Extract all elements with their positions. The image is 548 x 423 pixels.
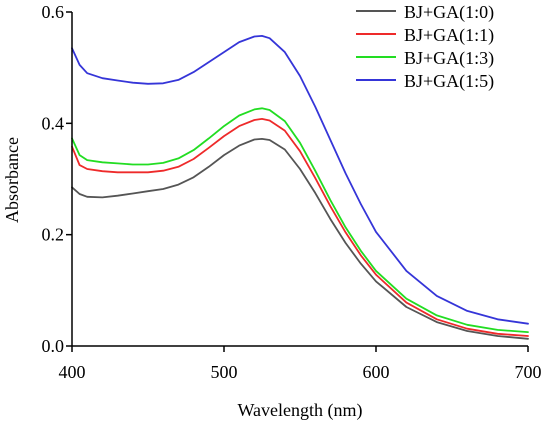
x-tick-label: 400 <box>59 362 86 382</box>
x-tick-label: 700 <box>515 362 542 382</box>
series-line-3 <box>71 107 529 333</box>
legend-label-4: BJ+GA(1:5) <box>404 71 494 92</box>
y-axis-title: Absorbance <box>2 137 22 223</box>
series-layer <box>71 35 529 340</box>
x-axis-title: Wavelength (nm) <box>237 400 362 421</box>
axes-layer: 400 500 600 700 0.0 0.2 0.4 0.6 <box>42 2 542 382</box>
legend: BJ+GA(1:0)BJ+GA(1:1)BJ+GA(1:3)BJ+GA(1:5) <box>356 2 494 92</box>
y-tick-label: 0.2 <box>42 225 65 245</box>
legend-label-2: BJ+GA(1:1) <box>404 25 494 46</box>
y-tick-label: 0.4 <box>42 113 65 133</box>
legend-label-3: BJ+GA(1:3) <box>404 48 494 69</box>
series-line-2 <box>71 118 529 337</box>
legend-label-1: BJ+GA(1:0) <box>404 2 494 23</box>
x-tick-label: 600 <box>363 362 390 382</box>
x-tick-label: 500 <box>211 362 238 382</box>
series-line-1 <box>71 138 529 340</box>
y-tick-label: 0.6 <box>42 2 65 22</box>
series-line-4 <box>71 35 529 325</box>
y-tick-label: 0.0 <box>42 336 65 356</box>
